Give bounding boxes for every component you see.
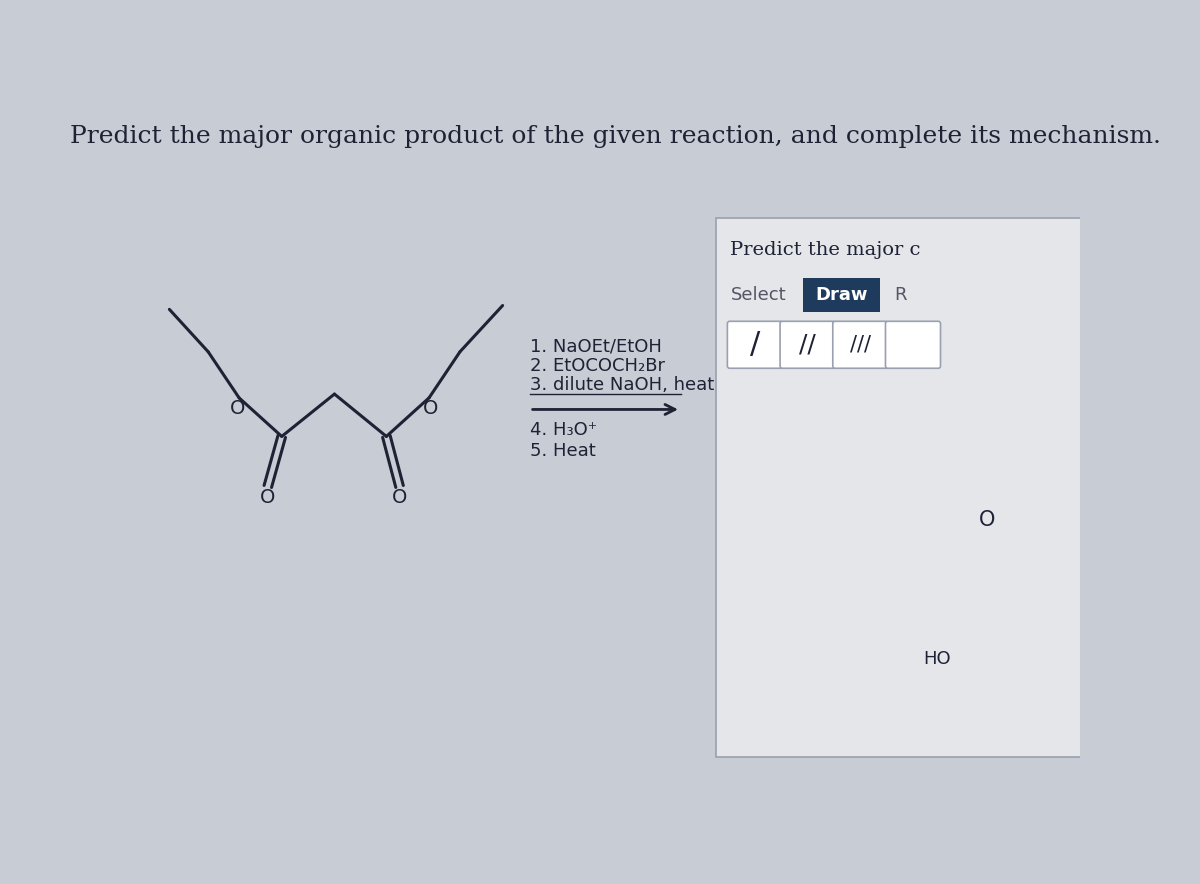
FancyBboxPatch shape: [833, 321, 888, 369]
FancyBboxPatch shape: [886, 321, 941, 369]
Text: /: /: [750, 331, 760, 359]
Text: O: O: [422, 400, 438, 418]
Text: O: O: [392, 488, 407, 507]
Text: 3. dilute NaOH, heat: 3. dilute NaOH, heat: [529, 376, 714, 394]
Text: O: O: [979, 510, 995, 530]
FancyBboxPatch shape: [803, 278, 880, 312]
Text: R: R: [894, 286, 906, 304]
FancyBboxPatch shape: [727, 321, 782, 369]
Text: 4. H₃O⁺: 4. H₃O⁺: [529, 421, 596, 439]
Text: 1. NaOEt/EtOH: 1. NaOEt/EtOH: [529, 338, 661, 355]
Text: Select: Select: [731, 286, 787, 304]
Text: O: O: [230, 400, 245, 418]
FancyBboxPatch shape: [715, 217, 1103, 757]
Text: Draw: Draw: [816, 286, 868, 304]
FancyBboxPatch shape: [780, 321, 835, 369]
Text: 2. EtOCOCH₂Br: 2. EtOCOCH₂Br: [529, 357, 665, 375]
Text: ///: ///: [850, 335, 871, 354]
Text: Predict the major c: Predict the major c: [730, 240, 920, 259]
Text: 5. Heat: 5. Heat: [529, 442, 595, 460]
Text: Predict the major organic product of the given reaction, and complete its mechan: Predict the major organic product of the…: [70, 125, 1160, 148]
Text: //: //: [799, 332, 816, 357]
Text: HO: HO: [923, 650, 950, 667]
Text: O: O: [260, 488, 276, 507]
